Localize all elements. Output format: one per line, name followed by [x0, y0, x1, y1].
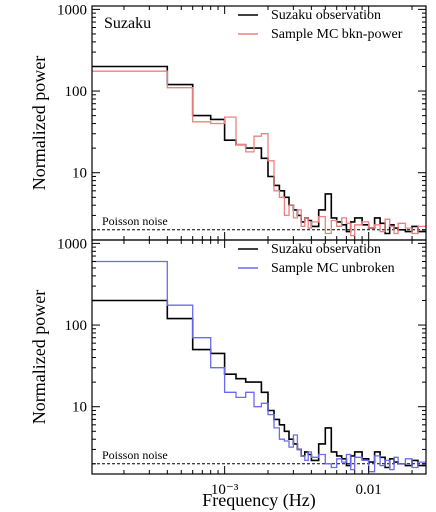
legend-label: Sample MC bkn-power: [271, 27, 403, 42]
panel-1: Poisson noise 10 100 1000 Normalized power Su…: [29, 2, 427, 241]
y-axis-title: Normalized power: [29, 290, 49, 424]
poisson-noise-label: Poisson noise: [102, 214, 168, 228]
y-tick-label: 100: [65, 84, 88, 100]
series-line-mc: [92, 260, 426, 473]
plot-frame: [91, 239, 427, 475]
legend-label: Suzaku observation: [271, 242, 381, 257]
legend: Suzaku observation Sample MC bkn-power: [238, 8, 403, 42]
series-line-observation: [92, 65, 426, 235]
panel-label: Suzaku: [104, 15, 151, 32]
y-tick-label: 1000: [57, 2, 87, 18]
x-tick-label: 10⁻³: [211, 482, 239, 498]
legend-label: Sample MC unbroken: [271, 261, 395, 276]
y-tick-label: 100: [65, 318, 88, 334]
legend-label: Suzaku observation: [271, 8, 381, 23]
series-line-observation: [92, 299, 426, 469]
x-axis-title: Frequency (Hz): [202, 490, 315, 511]
y-tick-label: 10: [72, 400, 87, 416]
series-line-mc: [92, 70, 426, 237]
x-tick-label: 0.01: [356, 482, 382, 498]
y-tick-label: 10: [72, 166, 87, 182]
legend: Suzaku observation Sample MC unbroken: [238, 242, 395, 276]
panel-2: Poisson noise 10 100 1000 10⁻³ 0.01 Normalized…: [29, 236, 427, 511]
y-axis-title: Normalized power: [29, 56, 49, 190]
poisson-noise-label: Poisson noise: [102, 448, 168, 462]
y-tick-label: 1000: [57, 236, 87, 252]
